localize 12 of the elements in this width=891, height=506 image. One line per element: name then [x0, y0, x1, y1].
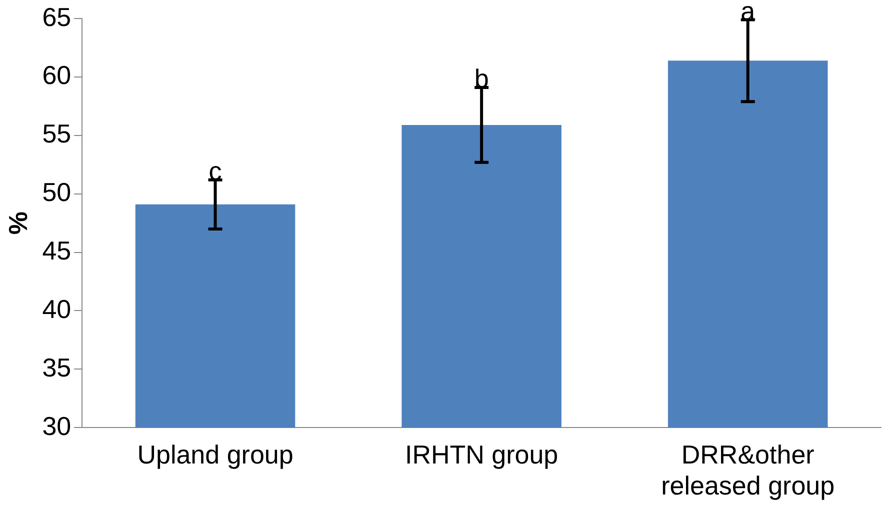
y-tick-label: 45 — [42, 235, 72, 266]
y-tick-label: 40 — [42, 294, 72, 324]
x-tick-label: Upland group — [137, 439, 294, 470]
y-tick-label: 35 — [42, 352, 72, 382]
y-tick-label: 55 — [42, 118, 72, 149]
x-tick-label: DRR&other released group — [661, 439, 835, 501]
y-tick-label: 60 — [42, 60, 72, 90]
y-tick-label: 50 — [42, 177, 72, 208]
y-tick-label: 30 — [42, 410, 72, 441]
y-axis-title: % — [2, 212, 33, 235]
y-tick-label: 65 — [42, 2, 72, 32]
x-tick-label: IRHTN group — [404, 439, 558, 470]
